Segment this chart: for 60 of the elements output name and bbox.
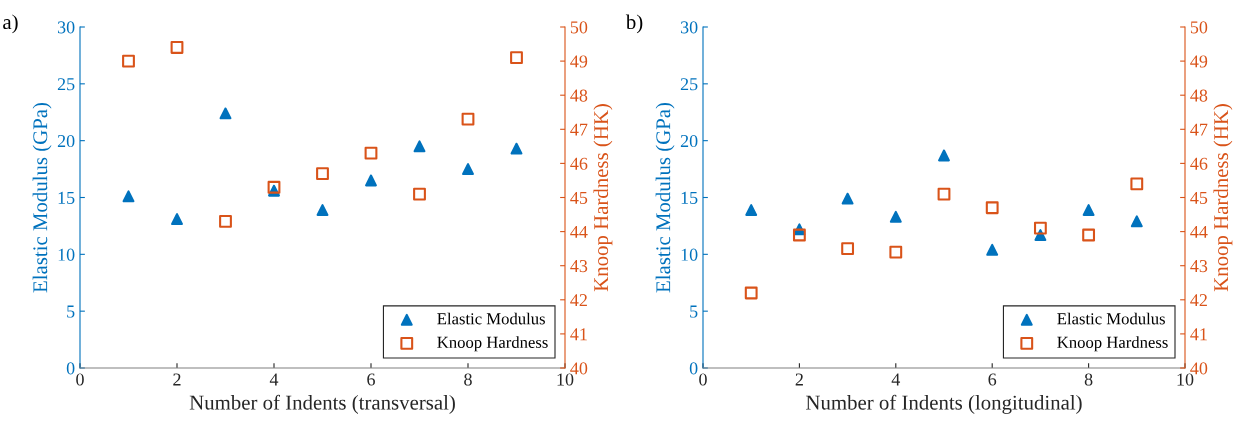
chart-title: a) <box>3 14 18 34</box>
y2-tick-label: 42 <box>1190 294 1207 307</box>
y2-axis-title: Knoop Hardness (HK) <box>1213 104 1233 292</box>
y-tick-label: 30 <box>680 21 698 34</box>
y2-tick-label: 41 <box>1190 328 1207 341</box>
y2-tick-label: 50 <box>1190 21 1208 34</box>
y-tick-label: 20 <box>57 134 75 148</box>
x-tick-label: 2 <box>173 373 181 386</box>
y2-tick-label: 44 <box>1190 225 1208 238</box>
y2-tick-label: 40 <box>570 362 588 375</box>
x-tick-label: 8 <box>1084 373 1093 386</box>
y2-tick-label: 49 <box>1190 55 1208 68</box>
legend-label: Knoop Hardness <box>437 336 548 352</box>
y2-tick-label: 40 <box>1190 362 1208 375</box>
y-tick-label: 15 <box>681 191 698 204</box>
x-tick-label: 10 <box>1177 373 1194 386</box>
x-tick-label: 0 <box>76 373 84 386</box>
y-tick-label: 15 <box>58 191 75 204</box>
y2-tick-label: 46 <box>1190 157 1208 170</box>
x-tick-label: 10 <box>557 373 574 386</box>
y-axis-title: Elastic Modulus (GPa) <box>655 102 675 293</box>
legend-label: Elastic Modulus <box>437 312 545 325</box>
y2-tick-label: 43 <box>1190 260 1208 273</box>
y-tick-label: 20 <box>680 134 698 148</box>
y-tick-label: 10 <box>681 248 698 261</box>
y-tick-label: 5 <box>690 305 698 318</box>
y2-tick-label: 45 <box>570 191 588 204</box>
chart-title: b) <box>625 14 643 34</box>
x-tick-label: 6 <box>988 373 997 386</box>
y-axis-title: Elastic Modulus (GPa) <box>32 102 52 293</box>
y-tick-label: 30 <box>57 21 75 34</box>
y-tick-label: 10 <box>58 248 75 261</box>
legend-label: Knoop Hardness <box>1057 336 1168 352</box>
x-tick-label: 4 <box>269 373 279 386</box>
legend-label: Elastic Modulus <box>1057 312 1165 325</box>
y2-tick-label: 47 <box>570 123 588 136</box>
y2-axis-title: Knoop Hardness (HK) <box>593 104 613 292</box>
y-tick-label: 25 <box>57 78 75 91</box>
y2-tick-label: 42 <box>570 294 587 307</box>
y-tick-label: 0 <box>689 362 698 375</box>
y2-tick-label: 49 <box>570 55 588 68</box>
x-tick-label: 4 <box>891 373 901 386</box>
y2-tick-label: 50 <box>570 21 588 34</box>
x-tick-label: 0 <box>699 373 707 386</box>
x-axis-title: Number of Indents (longitudinal) <box>806 394 1082 414</box>
x-tick-label: 2 <box>795 373 803 386</box>
y-tick-label: 5 <box>67 305 75 318</box>
y-tick-label: 25 <box>680 78 698 91</box>
y2-tick-label: 45 <box>1190 191 1208 204</box>
y-tick-label: 0 <box>66 362 75 375</box>
y2-tick-label: 41 <box>570 328 587 341</box>
y2-tick-label: 46 <box>570 157 588 170</box>
y2-tick-label: 48 <box>570 89 588 102</box>
y2-tick-label: 43 <box>570 260 588 273</box>
x-tick-label: 8 <box>464 373 472 386</box>
y2-tick-label: 47 <box>1190 123 1208 136</box>
y2-tick-label: 44 <box>570 225 588 238</box>
x-tick-label: 6 <box>367 373 375 386</box>
y2-tick-label: 48 <box>1190 89 1208 102</box>
x-axis-title: Number of Indents (transversal) <box>189 394 455 414</box>
